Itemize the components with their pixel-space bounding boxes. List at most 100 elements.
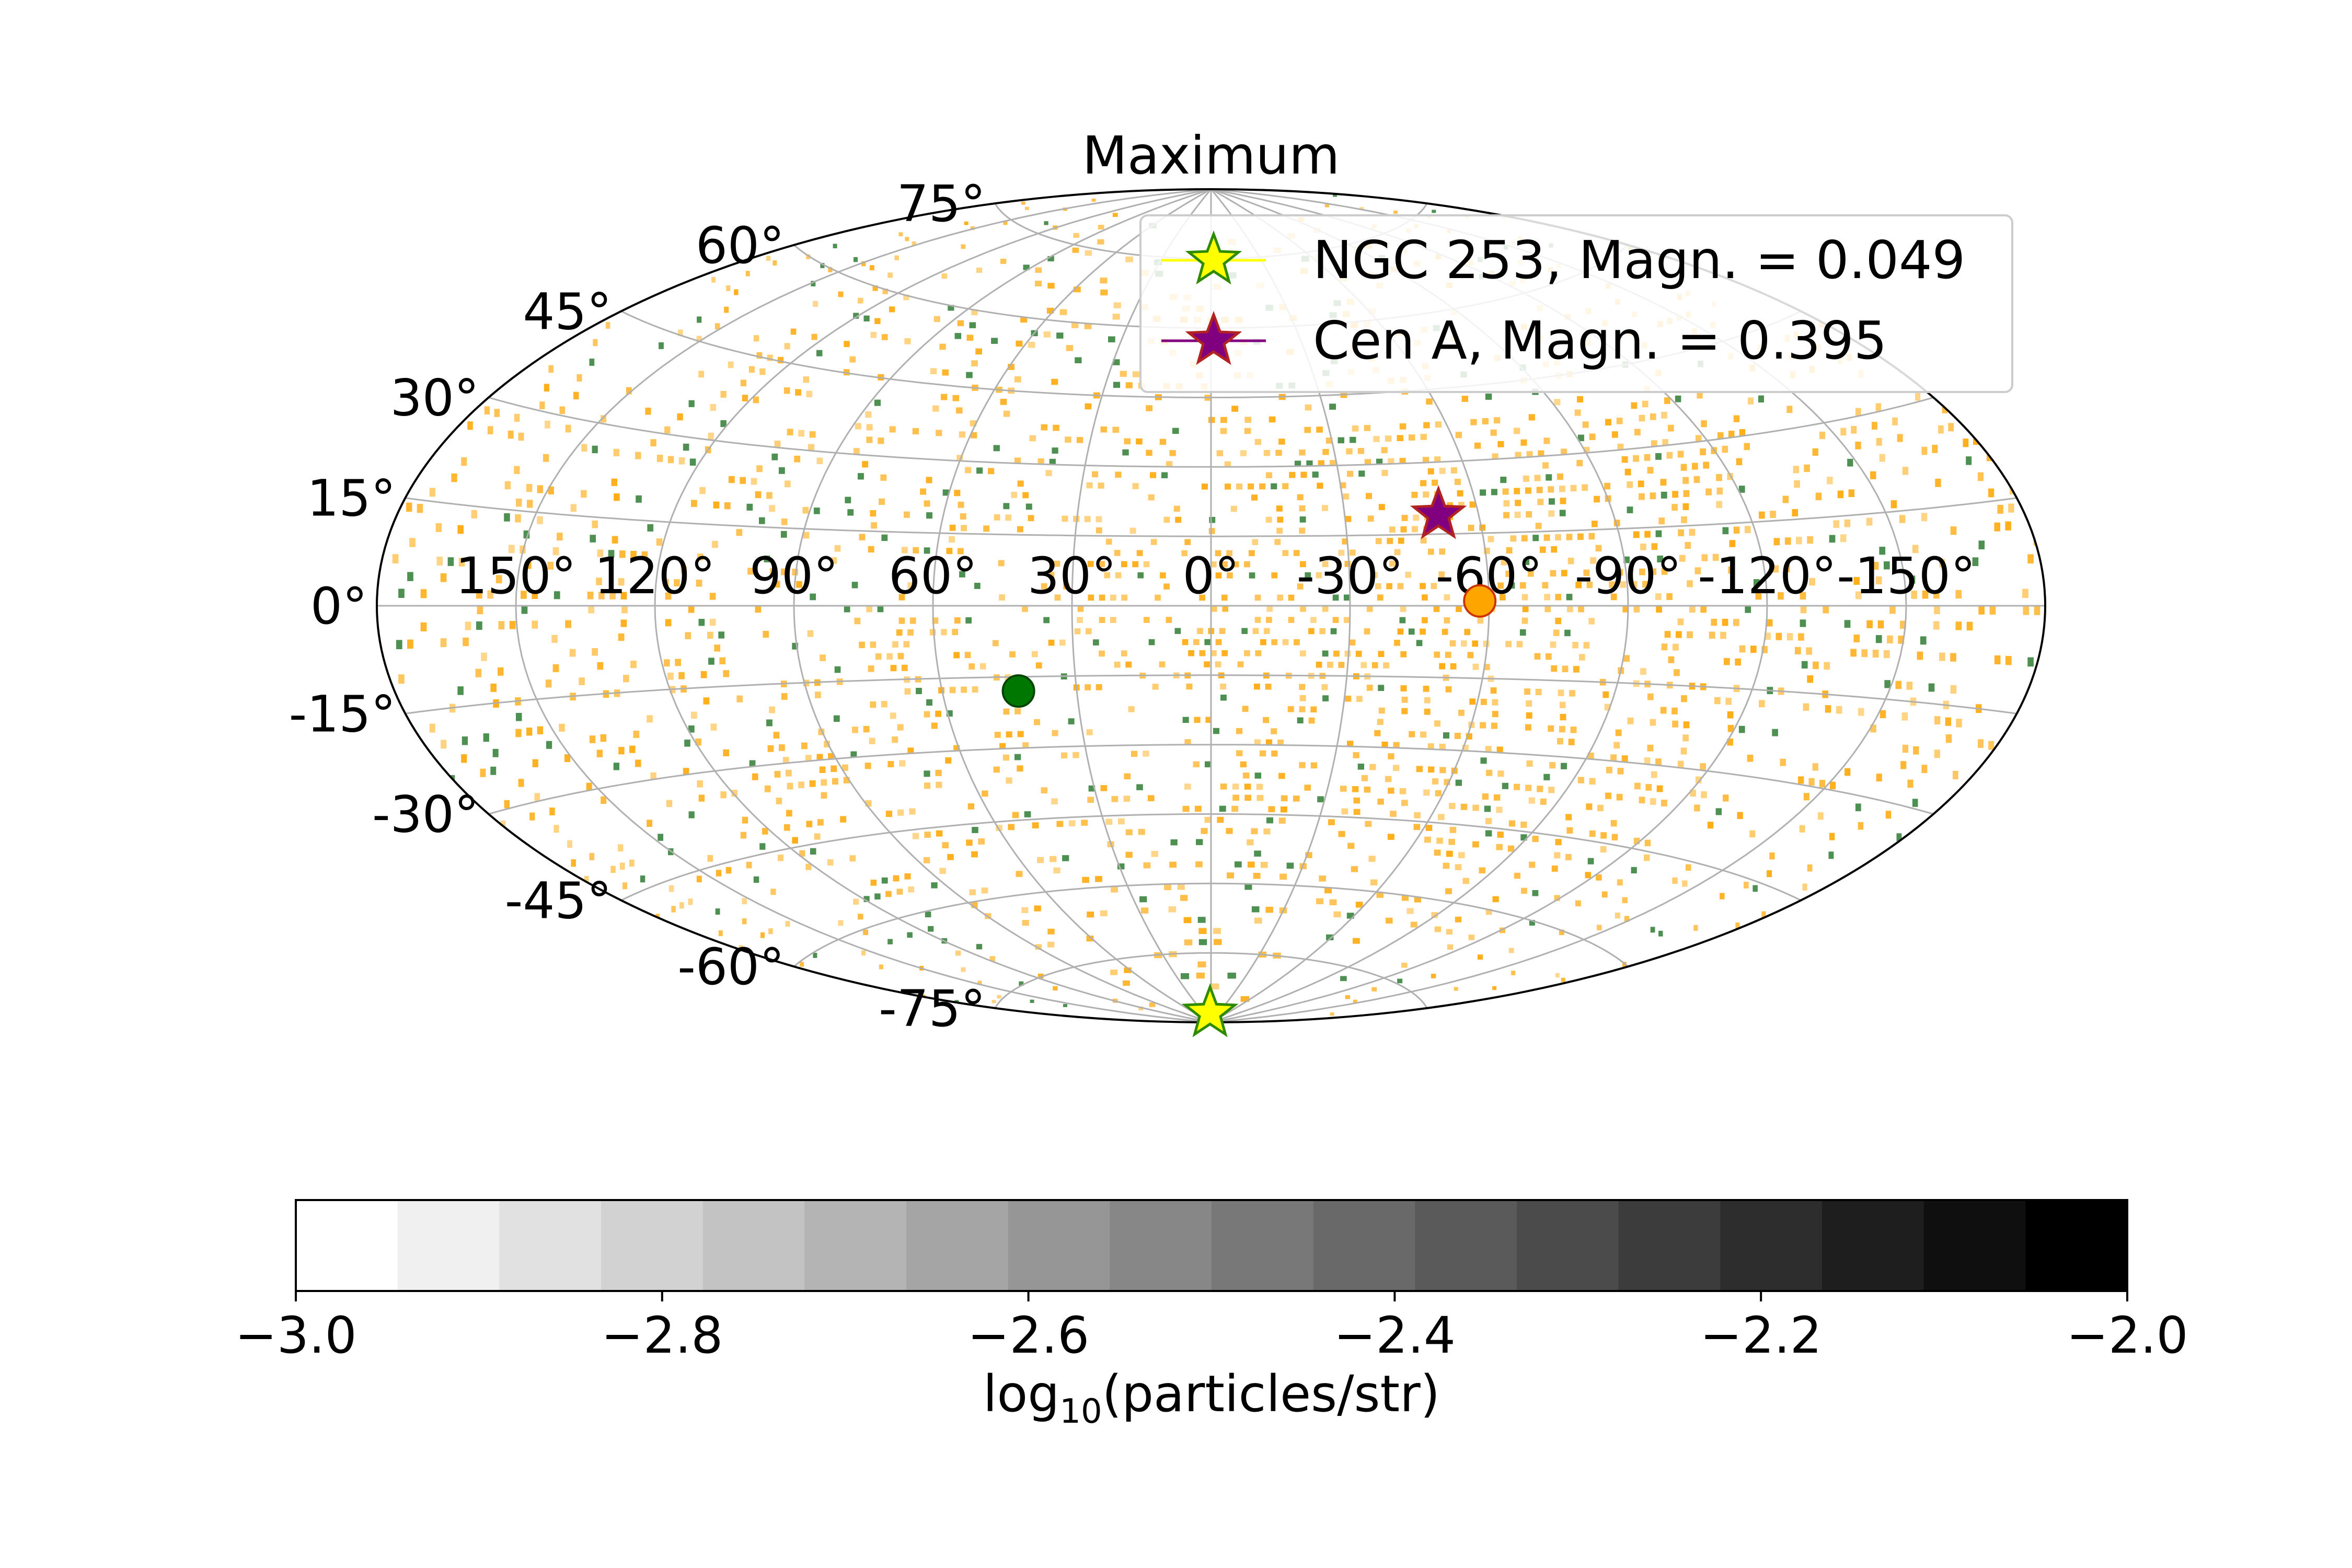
density-pixel-861 bbox=[1872, 650, 1879, 658]
density-pixel-359 bbox=[1232, 783, 1239, 790]
density-pixel-814 bbox=[1579, 654, 1585, 661]
density-pixel-372 bbox=[589, 852, 595, 860]
density-pixel-1690 bbox=[971, 432, 977, 439]
density-pixel-796 bbox=[868, 665, 874, 672]
density-pixel-1323 bbox=[1535, 523, 1542, 529]
density-pixel-1402 bbox=[1902, 467, 1909, 475]
density-pixel-1058 bbox=[1566, 594, 1573, 601]
density-pixel-909 bbox=[1853, 635, 1860, 642]
density-pixel-1724 bbox=[1220, 428, 1227, 434]
density-pixel-1672 bbox=[1490, 429, 1497, 436]
density-pixel-1800 bbox=[756, 352, 763, 359]
density-pixel-8 bbox=[1227, 972, 1236, 979]
density-pixel-1689 bbox=[1029, 435, 1036, 442]
density-pixel-1832 bbox=[714, 323, 720, 330]
density-pixel-593 bbox=[618, 747, 625, 755]
density-pixel-1124 bbox=[851, 582, 858, 589]
density-pixel-1611 bbox=[1294, 460, 1301, 467]
density-pixel-1732 bbox=[753, 396, 759, 403]
density-pixel-1189 bbox=[1567, 558, 1574, 564]
density-pixel-773 bbox=[1562, 665, 1569, 672]
density-pixel-538 bbox=[1454, 733, 1461, 739]
density-pixel-1383 bbox=[870, 510, 877, 517]
density-pixel-1426 bbox=[1322, 505, 1328, 511]
density-pixel-2014 bbox=[1047, 256, 1054, 262]
density-pixel-117 bbox=[1253, 873, 1261, 879]
density-pixel-596 bbox=[532, 759, 538, 767]
density-pixel-1011 bbox=[1889, 606, 1896, 614]
density-pixel-1016 bbox=[1689, 606, 1696, 613]
density-pixel-1211 bbox=[630, 551, 637, 559]
density-pixel-1282 bbox=[1566, 534, 1573, 540]
density-pixel-928 bbox=[1330, 628, 1337, 635]
density-pixel-1165 bbox=[1104, 572, 1111, 579]
density-pixel-943 bbox=[907, 629, 914, 636]
density-pixel-1088 bbox=[587, 591, 594, 599]
colorbar-block bbox=[296, 1200, 398, 1291]
density-pixel-882 bbox=[1349, 639, 1356, 646]
density-pixel-1031 bbox=[1300, 606, 1306, 612]
density-pixel-1134 bbox=[407, 572, 413, 581]
density-pixel-1136 bbox=[1972, 557, 1979, 566]
density-pixel-859 bbox=[1917, 651, 1923, 660]
density-pixel-598 bbox=[480, 768, 486, 777]
density-pixel-1503 bbox=[1523, 475, 1529, 482]
density-pixel-638 bbox=[1988, 741, 1994, 750]
density-pixel-1565 bbox=[1265, 472, 1273, 478]
density-pixel-172 bbox=[939, 868, 946, 874]
density-pixel-32 bbox=[1214, 939, 1222, 946]
density-pixel-923 bbox=[1442, 628, 1448, 635]
lat-tick-label: -30° bbox=[372, 786, 479, 844]
colorbar-tick-label: −2.2 bbox=[1700, 1306, 1822, 1365]
density-pixel-1471 bbox=[1423, 491, 1429, 498]
density-pixel-1474 bbox=[1343, 493, 1350, 500]
density-pixel-1099 bbox=[1853, 577, 1860, 585]
density-pixel-769 bbox=[1674, 669, 1680, 676]
density-pixel-1571 bbox=[988, 468, 995, 475]
density-pixel-1821 bbox=[1125, 382, 1133, 388]
density-pixel-235 bbox=[1685, 864, 1691, 871]
density-pixel-1219 bbox=[2005, 521, 2011, 531]
density-pixel-6 bbox=[1353, 999, 1357, 1004]
density-pixel-1676 bbox=[1397, 435, 1403, 441]
density-pixel-330 bbox=[817, 819, 824, 826]
density-pixel-209 bbox=[1472, 841, 1479, 848]
density-pixel-848 bbox=[597, 662, 604, 670]
density-pixel-1510 bbox=[1282, 483, 1289, 489]
density-pixel-450 bbox=[1885, 811, 1892, 819]
density-pixel-1293 bbox=[1342, 538, 1348, 545]
density-pixel-1563 bbox=[1300, 471, 1307, 478]
colorbar-block bbox=[1313, 1200, 1416, 1291]
density-pixel-1028 bbox=[1400, 606, 1406, 612]
density-pixel-1403 bbox=[1870, 471, 1876, 479]
density-pixel-1319 bbox=[1681, 516, 1687, 523]
density-pixel-831 bbox=[1199, 650, 1206, 656]
density-pixel-1647 bbox=[1169, 450, 1176, 456]
density-pixel-1504 bbox=[1500, 477, 1507, 483]
density-pixel-1717 bbox=[1423, 422, 1430, 429]
colorbar-block bbox=[1822, 1200, 1924, 1291]
density-pixel-206 bbox=[1554, 852, 1561, 859]
density-pixel-180 bbox=[1617, 879, 1623, 886]
density-pixel-410 bbox=[1723, 794, 1729, 802]
density-pixel-306 bbox=[1496, 806, 1503, 813]
density-pixel-1284 bbox=[1543, 534, 1550, 541]
density-pixel-1416 bbox=[1560, 498, 1566, 504]
density-pixel-702 bbox=[1152, 684, 1159, 690]
density-pixel-191 bbox=[1170, 839, 1178, 846]
density-pixel-1237 bbox=[1439, 548, 1446, 555]
density-pixel-1439 bbox=[699, 487, 706, 494]
density-pixel-115 bbox=[1319, 875, 1326, 882]
density-pixel-985 bbox=[1099, 617, 1105, 623]
density-pixel-428 bbox=[1310, 762, 1318, 769]
density-pixel-48 bbox=[1511, 971, 1516, 975]
density-pixel-1308 bbox=[515, 514, 521, 523]
density-pixel-832 bbox=[1188, 650, 1194, 656]
density-pixel-199 bbox=[1761, 911, 1766, 918]
density-pixel-1479 bbox=[1011, 492, 1018, 498]
density-pixel-1281 bbox=[1577, 533, 1584, 540]
density-pixel-1156 bbox=[1316, 572, 1322, 579]
density-pixel-1752 bbox=[784, 387, 790, 394]
density-pixel-1046 bbox=[2022, 589, 2028, 598]
density-pixel-684 bbox=[1647, 693, 1654, 700]
